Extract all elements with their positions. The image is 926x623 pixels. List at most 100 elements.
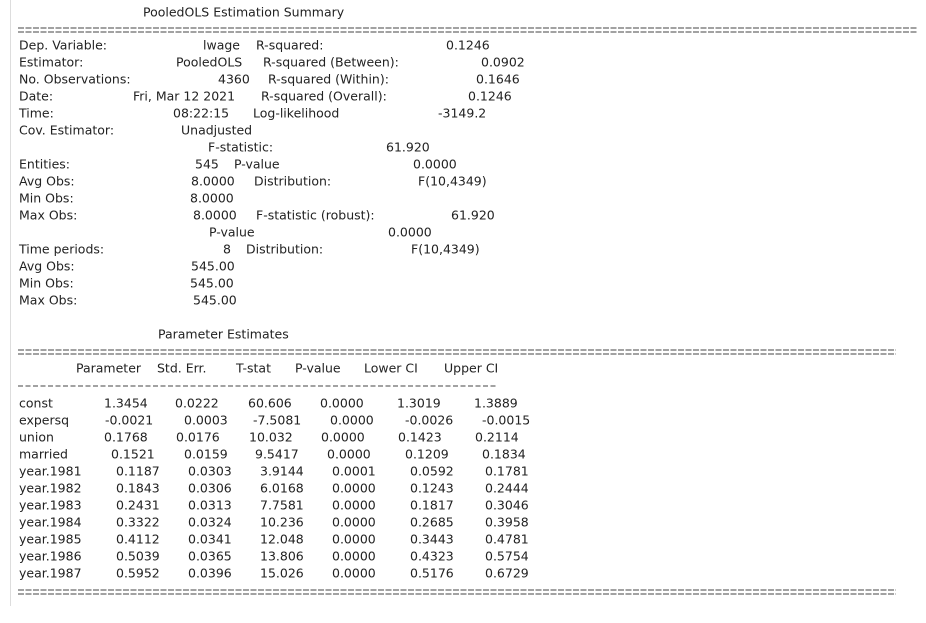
param-value: 0.0303 (188, 464, 232, 479)
param-value: 0.0222 (175, 396, 219, 411)
summary-cell: P-value (234, 157, 280, 172)
summary-cell: Time: (18, 106, 54, 121)
summary-cell: Dep. Variable: (19, 38, 107, 53)
param-value: -0.0026 (405, 413, 453, 428)
param-value: 0.0003 (184, 413, 228, 428)
param-name: year.1987 (19, 566, 82, 581)
param-value: 9.5417 (255, 447, 299, 462)
summary-cell: Avg Obs: (19, 174, 75, 189)
summary-cell: 61.920 (451, 208, 495, 223)
param-value: -0.0015 (482, 413, 530, 428)
param-value: 10.236 (260, 515, 304, 530)
summary-cell: F-statistic: (208, 140, 273, 155)
summary-cell: Date: (19, 89, 53, 104)
param-value: 0.1817 (410, 498, 454, 513)
summary-cell: 08:22:15 (173, 106, 229, 121)
param-name: married (19, 447, 68, 462)
param-value: 0.0324 (188, 515, 232, 530)
summary-cell: Log-likelihood (253, 106, 339, 121)
param-value: 0.2685 (410, 515, 454, 530)
param-name: year.1985 (19, 532, 82, 547)
param-value: 0.1209 (405, 447, 449, 462)
summary-cell: 545.00 (191, 259, 235, 274)
param-value: 0.0000 (332, 481, 376, 496)
column-header: Std. Err. (157, 361, 207, 376)
summary-cell: R-squared (Within): (268, 72, 389, 87)
summary-cell: 61.920 (386, 140, 430, 155)
summary-cell: Avg Obs: (19, 259, 75, 274)
params-title: Parameter Estimates (158, 327, 289, 342)
param-value: 0.1521 (111, 447, 155, 462)
param-value: 6.0168 (260, 481, 304, 496)
summary-cell: 8.0000 (190, 191, 234, 206)
summary-cell: 0.0902 (481, 55, 525, 70)
summary-cell: 0.1246 (468, 89, 512, 104)
column-header: Lower CI (364, 361, 418, 376)
column-header: Upper CI (444, 361, 498, 376)
param-value: 0.0000 (320, 396, 364, 411)
summary-cell: 0.1246 (446, 38, 490, 53)
param-value: 0.1243 (410, 481, 454, 496)
param-value: -0.0021 (105, 413, 153, 428)
param-value: 3.9144 (260, 464, 304, 479)
summary-cell: 8.0000 (193, 208, 237, 223)
param-value: 1.3889 (474, 396, 518, 411)
summary-cell: 0.0000 (413, 157, 457, 172)
summary-cell: R-squared (Between): (263, 55, 399, 70)
param-value: 0.3046 (485, 498, 529, 513)
param-name: year.1983 (19, 498, 82, 513)
summary-cell: Estimator: (19, 55, 83, 70)
param-name: year.1986 (19, 549, 82, 564)
summary-cell: F(10,4349) (418, 174, 487, 189)
param-value: 1.3454 (104, 396, 148, 411)
param-value: 0.0000 (332, 532, 376, 547)
summary-cell: -3149.2 (438, 106, 486, 121)
param-value: 0.0396 (188, 566, 232, 581)
param-value: 0.0159 (184, 447, 228, 462)
summary-cell: 8.0000 (191, 174, 235, 189)
param-value: 0.0000 (332, 498, 376, 513)
param-value: 0.5039 (116, 549, 160, 564)
summary-cell: F(10,4349) (411, 242, 480, 257)
column-header: P-value (295, 361, 341, 376)
param-value: 0.3958 (485, 515, 529, 530)
param-name: year.1982 (19, 481, 82, 496)
summary-cell: Cov. Estimator: (19, 123, 114, 138)
param-value: -7.5081 (253, 413, 301, 428)
param-value: 0.0001 (332, 464, 376, 479)
param-value: 0.0000 (330, 413, 374, 428)
summary-cell: Max Obs: (19, 208, 77, 223)
param-name: year.1981 (19, 464, 82, 479)
summary-cell: 545 (195, 157, 219, 172)
column-header: Parameter (76, 361, 142, 376)
summary-cell: 8 (223, 242, 231, 257)
summary-cell: 545.00 (190, 276, 234, 291)
param-value: 0.0000 (321, 430, 365, 445)
summary-cell: Unadjusted (181, 123, 252, 138)
param-value: 15.026 (260, 566, 304, 581)
param-value: 0.0313 (188, 498, 232, 513)
param-value: 0.0365 (188, 549, 232, 564)
summary-cell: P-value (209, 225, 255, 240)
summary-cell: Min Obs: (19, 276, 74, 291)
param-value: 0.1843 (116, 481, 160, 496)
param-value: 0.5176 (410, 566, 454, 581)
param-value: 0.0000 (327, 447, 371, 462)
param-value: 0.2114 (475, 430, 519, 445)
param-name: union (19, 430, 54, 445)
param-value: 0.1187 (116, 464, 160, 479)
param-value: 0.1781 (485, 464, 529, 479)
param-value: 0.0306 (188, 481, 232, 496)
param-value: 0.4323 (410, 549, 454, 564)
summary-cell: lwage (203, 38, 240, 53)
summary-cell: Min Obs: (19, 191, 74, 206)
param-value: 0.4781 (485, 532, 529, 547)
summary-cell: R-squared: (256, 38, 323, 53)
summary-cell: Time periods: (18, 242, 104, 257)
param-value: 1.3019 (397, 396, 441, 411)
summary-cell: Distribution: (254, 174, 331, 189)
param-value: 10.032 (249, 430, 293, 445)
param-value: 0.2444 (485, 481, 529, 496)
param-value: 12.048 (260, 532, 304, 547)
